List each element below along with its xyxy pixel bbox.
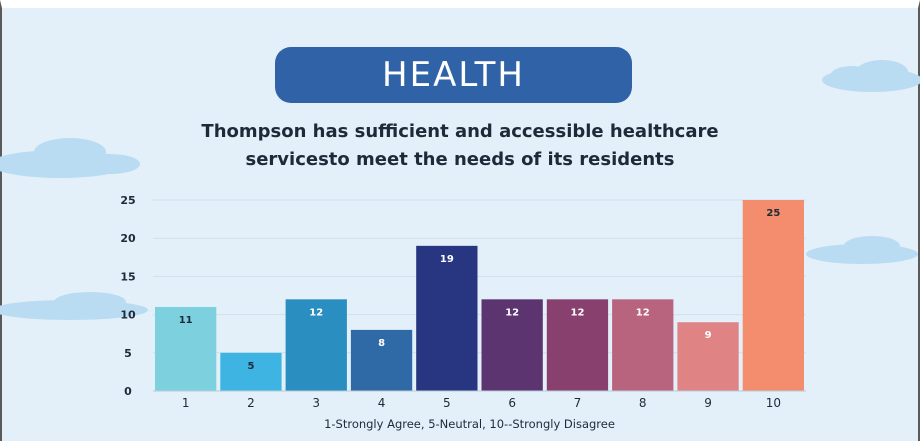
- page-title: HEALTH: [275, 47, 632, 103]
- x-tick-label: 7: [574, 396, 582, 410]
- y-tick-label: 5: [124, 347, 132, 360]
- bar: [220, 352, 282, 391]
- bar: [481, 299, 543, 391]
- y-tick-label: 25: [120, 194, 135, 207]
- data-label: 12: [570, 307, 584, 318]
- data-label: 12: [309, 307, 323, 318]
- bar: [416, 245, 478, 391]
- x-tick-label: 8: [639, 396, 647, 410]
- bar: [612, 299, 674, 391]
- bar: [350, 329, 413, 391]
- cloud-left-upper: [0, 138, 140, 178]
- x-tick-label: 9: [704, 396, 712, 410]
- bar: [155, 306, 217, 391]
- chart-title-line-2: servicesto meet the needs of its residen…: [245, 149, 675, 170]
- x-tick-label: 1: [182, 396, 190, 410]
- x-tick-label: 5: [443, 396, 451, 410]
- data-label: 19: [440, 254, 454, 265]
- cloud-right-middle: [806, 236, 918, 264]
- x-tick-label: 2: [247, 396, 255, 410]
- data-label: 9: [705, 330, 712, 341]
- data-label: 12: [636, 307, 650, 318]
- x-tick-label: 3: [312, 396, 320, 410]
- y-tick-label: 0: [124, 385, 132, 398]
- cloud-top-right: [822, 60, 920, 92]
- data-label: 8: [378, 338, 385, 349]
- chart-title-line-1: Thompson has sufficient and accessible h…: [201, 121, 719, 142]
- data-label: 25: [766, 208, 780, 219]
- bar: [677, 322, 739, 391]
- chart-title: Thompson has sufficient and accessible h…: [140, 118, 780, 174]
- y-tick-label: 15: [120, 270, 135, 283]
- x-axis-label: 1-Strongly Agree, 5-Neutral, 10--Strongl…: [324, 417, 615, 431]
- x-tick-label: 10: [766, 396, 781, 410]
- data-label: 12: [505, 307, 519, 318]
- x-tick-label: 6: [508, 396, 516, 410]
- data-label: 11: [179, 315, 193, 326]
- y-tick-label: 10: [120, 309, 136, 322]
- x-tick-label: 4: [378, 396, 386, 410]
- bar: [546, 299, 609, 391]
- bar: [285, 299, 347, 391]
- y-tick-label: 20: [120, 232, 136, 245]
- data-label: 5: [247, 361, 254, 372]
- cloud-left-lower: [0, 292, 148, 320]
- bar: [742, 200, 804, 391]
